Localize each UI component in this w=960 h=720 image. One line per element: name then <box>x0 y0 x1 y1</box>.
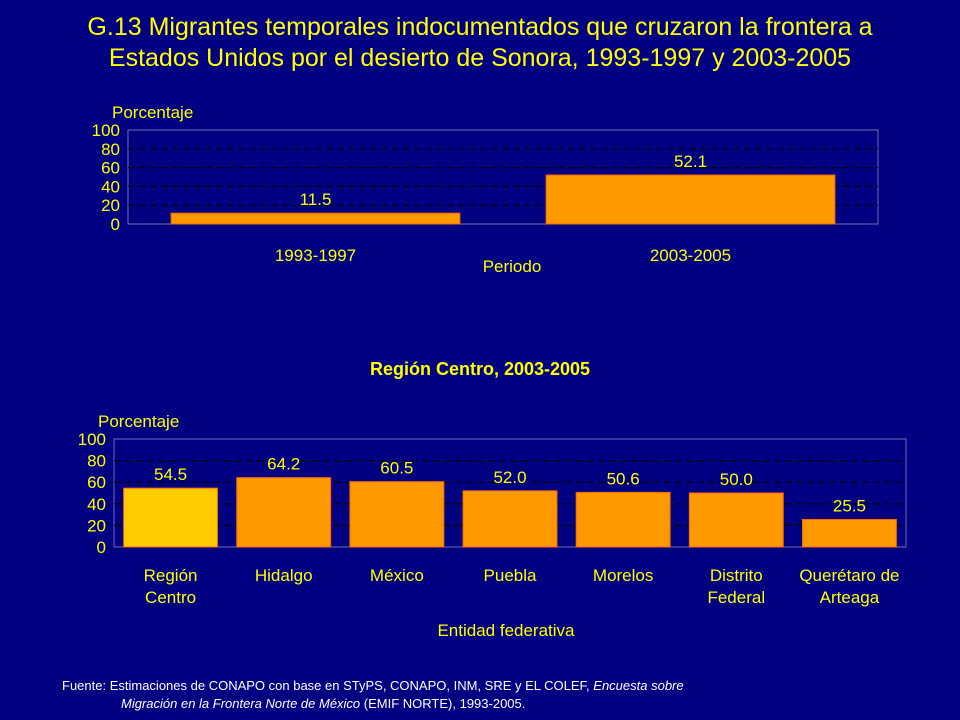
y-tick-label: 60 <box>87 473 106 492</box>
x-tick-label: Morelos <box>593 566 653 585</box>
y-tick-label: 100 <box>92 121 120 140</box>
bar <box>545 174 836 225</box>
bar <box>575 491 671 548</box>
x-axis-label: Periodo <box>483 257 542 276</box>
y-tick-label: 0 <box>111 215 120 234</box>
data-label: 11.5 <box>300 190 332 209</box>
chart-title-line-1: G.13 Migrantes temporales indocumentados… <box>87 13 873 41</box>
bar <box>462 490 558 548</box>
y-tick-label: 40 <box>101 177 120 196</box>
x-tick-label: Federal <box>707 588 765 607</box>
plot-area <box>127 129 879 225</box>
y-tick-label: 40 <box>87 495 106 514</box>
chart-title: G.13 Migrantes temporales indocumentados… <box>0 12 960 74</box>
x-tick-label: Puebla <box>484 566 537 585</box>
y-tick-label: 80 <box>101 140 120 159</box>
x-axis-label: Entidad federativa <box>437 621 575 640</box>
bar <box>688 492 784 548</box>
data-label: 60.5 <box>380 459 413 478</box>
data-label: 54.5 <box>154 465 187 484</box>
x-tick-label: Querétaro de <box>799 566 899 585</box>
data-label: 25.5 <box>833 496 866 515</box>
x-tick-label: México <box>370 566 424 585</box>
x-tick-label: Arteaga <box>820 588 880 607</box>
x-tick-label: Centro <box>145 588 196 607</box>
bar <box>801 518 897 548</box>
x-tick-label: Región <box>144 566 198 585</box>
bar <box>236 477 332 548</box>
subchart-title: Región Centro, 2003-2005 <box>370 359 590 379</box>
y-axis-label: Porcentaje <box>112 103 193 122</box>
source-note: Fuente: Estimaciones de CONAPO con base … <box>62 677 894 713</box>
x-tick-label: 1993-1997 <box>275 246 356 265</box>
source-italic-2: Migración en la Frontera Norte de México <box>121 696 361 711</box>
bar <box>349 481 445 548</box>
y-tick-label: 20 <box>101 196 120 215</box>
data-label: 50.6 <box>607 469 640 488</box>
y-tick-label: 0 <box>97 538 106 557</box>
data-label: 50.0 <box>720 470 753 489</box>
bar <box>170 212 461 225</box>
source-suffix: (EMIF NORTE), 1993-2005. <box>360 696 526 711</box>
bar <box>123 487 219 548</box>
y-tick-label: 100 <box>78 430 106 449</box>
x-tick-label: Distrito <box>710 566 763 585</box>
x-tick-label: Hidalgo <box>255 566 313 585</box>
data-label: 52.0 <box>493 468 526 487</box>
x-tick-label: 2003-2005 <box>650 246 731 265</box>
y-tick-label: 60 <box>101 159 120 178</box>
y-tick-label: 80 <box>87 452 106 471</box>
y-axis-label: Porcentaje <box>98 412 179 431</box>
data-label: 52.1 <box>674 152 707 171</box>
data-label: 64.2 <box>267 455 300 474</box>
y-tick-label: 20 <box>87 516 106 535</box>
chart-title-line-2: Estados Unidos por el desierto de Sonora… <box>108 44 852 72</box>
chart-region-centro: Región Centro, 2003-2005 100 80 60 40 20 0 Porc… <box>78 359 907 640</box>
source-prefix: Fuente: Estimaciones de CONAPO con base … <box>62 678 594 693</box>
source-italic-1: Encuesta sobre <box>593 678 684 693</box>
